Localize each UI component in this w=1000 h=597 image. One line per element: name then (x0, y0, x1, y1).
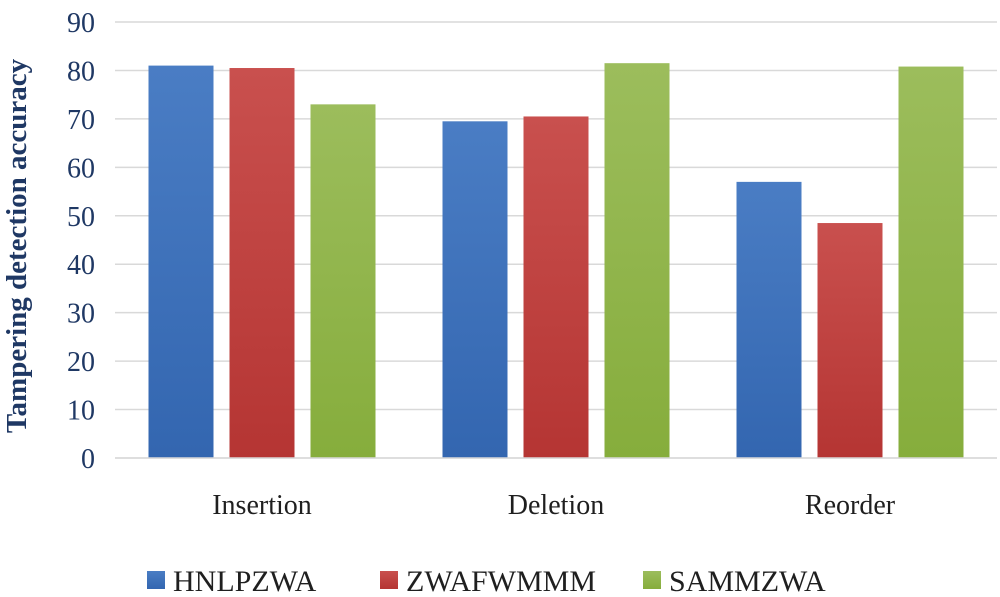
y-tick-label: 80 (67, 56, 95, 87)
y-axis-ticks: 0 10 20 30 40 50 60 70 80 90 (67, 8, 95, 475)
legend-swatch (380, 571, 398, 589)
bar-sammzwa-reorder (898, 66, 964, 459)
category-label-reorder: Reorder (805, 490, 896, 521)
bar-sammzwa-insertion (310, 104, 376, 458)
y-tick-label: 30 (67, 299, 95, 330)
y-axis-label: Tampering detection accuracy (1, 58, 33, 433)
legend-item-hnlpzwa: HNLPZWA (147, 565, 317, 597)
bar-hnlpzwa-deletion (442, 121, 508, 459)
legend-label: SAMMZWA (669, 565, 826, 597)
y-tick-label: 50 (67, 202, 95, 233)
y-tick-label: 70 (67, 105, 95, 136)
category-label-insertion: Insertion (212, 490, 312, 521)
y-tick-label: 90 (67, 8, 95, 39)
bar-zwafwmmm-insertion (229, 68, 295, 459)
legend-item-sammzwa: SAMMZWA (643, 565, 826, 597)
bars (115, 63, 997, 459)
y-tick-label: 60 (67, 153, 95, 184)
bar-zwafwmmm-reorder (817, 223, 883, 458)
bar-hnlpzwa-insertion (148, 65, 214, 458)
y-tick-label: 40 (67, 250, 95, 281)
y-tick-label: 20 (67, 347, 95, 378)
x-axis-categories: Insertion Deletion Reorder (212, 490, 896, 521)
bar-hnlpzwa-reorder (736, 181, 802, 458)
y-tick-label: 10 (67, 396, 95, 427)
bar-sammzwa-deletion (604, 63, 670, 459)
bar-zwafwmmm-deletion (523, 116, 589, 458)
legend: HNLPZWA ZWAFWMMM SAMMZWA (147, 565, 826, 597)
legend-swatch (643, 571, 661, 589)
legend-item-zwafwmmm: ZWAFWMMM (380, 565, 596, 597)
legend-label: HNLPZWA (173, 565, 317, 597)
category-label-deletion: Deletion (508, 490, 604, 521)
legend-swatch (147, 571, 165, 589)
y-tick-label: 0 (81, 444, 95, 475)
legend-label: ZWAFWMMM (406, 565, 596, 597)
